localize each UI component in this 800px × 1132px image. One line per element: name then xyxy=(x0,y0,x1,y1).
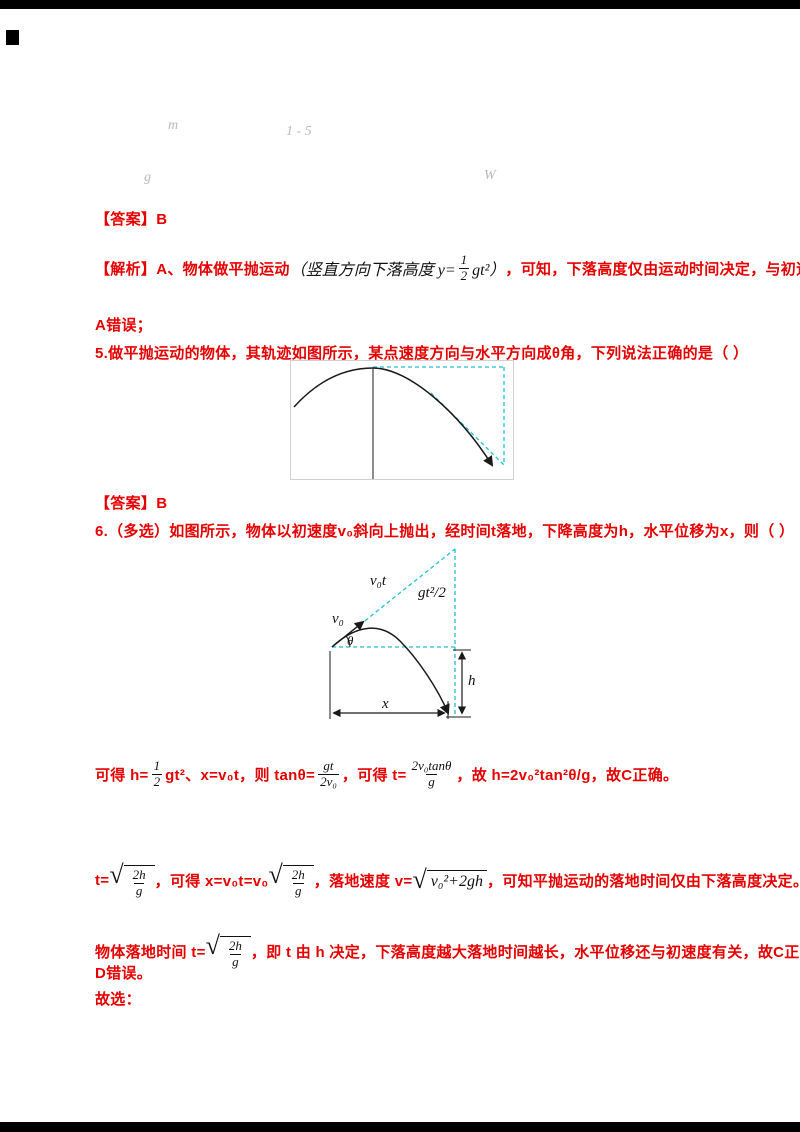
derivation-line-1: 可得 h= 1 2 gt²、x=v₀t，则 tanθ= gt 2v₀ ，可得 t… xyxy=(95,752,678,796)
fraction-2h-g: 2h g xyxy=(290,867,307,898)
label-v0: v₀ xyxy=(332,611,344,627)
derivation-text: ，落地速度 v= xyxy=(313,872,413,890)
figure-projectile-trajectory xyxy=(290,360,514,480)
sqrt-body: v₀²+2gh xyxy=(426,870,487,891)
analysis-text-lead: 【解析】A、物体做平抛运动 xyxy=(95,260,290,278)
problem-5-line: 5.做平抛运动的物体，其轨迹如图所示，某点速度方向与水平方向成θ角，下列说法正确… xyxy=(95,342,748,363)
sqrt-expression: √ 2h g xyxy=(268,860,314,898)
problem-5-text: 5.做平抛运动的物体，其轨迹如图所示，某点速度方向与水平方向成θ角，下列说法正确… xyxy=(95,345,749,362)
answer-line-1: 【答案】B xyxy=(95,208,167,229)
formula-open: （竖直方向下落高度 y= xyxy=(289,262,456,279)
answer-label: 【答案】B xyxy=(95,495,168,512)
derivation-text: ，可得 x=v₀t=v₀ xyxy=(154,872,269,890)
v0-arrow xyxy=(331,620,365,648)
fraction-gt-2v0: gt 2v₀ xyxy=(318,758,339,789)
label-h: h xyxy=(468,673,476,689)
fraction-denominator: g xyxy=(230,953,241,969)
conclusion-text: A错误； xyxy=(95,317,153,334)
derivation-line-3: 物体落地时间 t= √ 2h g ，即 t 由 h 决定，下落高度越大落地时间越… xyxy=(95,933,800,969)
sqrt-body: 2h g xyxy=(123,865,155,898)
sqrt-expression: √ 2h g xyxy=(206,933,251,969)
final-choice-line: 故选： xyxy=(95,988,141,1009)
analysis-conclusion-line: A错误； xyxy=(95,314,152,335)
figure-projectile-diagram: v₀t gt²/2 v₀ θ h x xyxy=(318,543,523,735)
derivation-text: 物体落地时间 t= xyxy=(95,943,206,961)
theta-arc xyxy=(345,635,351,648)
derivation-text: ，即 t 由 h 决定，下落高度越大落地时间越长，水平位移还与初速度有关，故C正… xyxy=(250,943,800,961)
ghost-text-mid: 1 - 5 xyxy=(286,124,312,139)
fraction-denominator: g xyxy=(426,773,437,789)
sqrt-body: 2h g xyxy=(282,865,314,898)
derivation-text: ，故 h=2v₀²tan²θ/g，故C正确。 xyxy=(456,766,679,784)
inline-formula: （竖直方向下落高度 y= 1 2 gt²） xyxy=(289,252,506,283)
ghost-text-g: g xyxy=(144,170,151,185)
conclusion-line-d: D错误。 xyxy=(95,962,152,983)
fraction-numerator: 2h xyxy=(228,938,242,954)
derivation-text: ，可得 t= xyxy=(341,766,407,784)
fraction-2v0tan-g: 2v₀tanθ g xyxy=(410,758,454,789)
label-theta: θ xyxy=(347,633,354,648)
fraction-numerator: 1 xyxy=(460,252,468,268)
answer-line-2: 【答案】B xyxy=(95,492,167,513)
sqrt-sign: √ xyxy=(412,865,427,894)
top-scan-bar xyxy=(0,0,800,9)
fraction-numerator: 2h xyxy=(291,867,305,883)
analysis-text-tail: ，可知，下落高度仅由运动时间决定，与初速度大小无关，故 xyxy=(505,260,800,278)
fraction-numerator: 1 xyxy=(153,758,161,774)
derivation-text: t= xyxy=(95,871,110,889)
derivation-text: gt²、x=v₀t，则 tanθ= xyxy=(165,766,316,784)
bottom-scan-bar xyxy=(0,1122,800,1132)
fraction-denominator: 2 xyxy=(151,773,163,789)
problem-6-line: 6.（多选）如图所示，物体以初速度v₀斜向上抛出，经时间t落地，下降高度为h，水… xyxy=(95,520,794,541)
trajectory-curve xyxy=(293,367,494,467)
sqrt-body: 2h g xyxy=(219,936,251,969)
fraction-numerator: gt xyxy=(323,758,334,774)
conclusion-text: D错误。 xyxy=(95,965,153,982)
derivation-text: 可得 h= xyxy=(95,766,149,784)
fraction-2h-g: 2h g xyxy=(227,938,244,969)
fraction-denominator: 2v₀ xyxy=(318,773,339,789)
analysis-line-1: 【解析】A、物体做平抛运动 （竖直方向下落高度 y= 1 2 gt²） ，可知，… xyxy=(95,248,800,288)
fraction-numerator: 2h xyxy=(132,867,146,883)
sqrt-expression: √ 2h g xyxy=(109,860,155,898)
fraction-2h-g: 2h g xyxy=(131,867,148,898)
sqrt-sign: √ xyxy=(109,860,124,890)
figure-2-svg: v₀t gt²/2 v₀ θ h x xyxy=(329,548,476,719)
ghost-text-m: m xyxy=(168,118,179,133)
answer-label: 【答案】B xyxy=(95,211,168,228)
displacement-dashed-line xyxy=(331,548,456,648)
problem-6-text: 6.（多选）如图所示，物体以初速度v₀斜向上抛出，经时间t落地，下降高度为h，水… xyxy=(95,523,795,540)
figure-1-svg xyxy=(293,366,505,479)
label-x: x xyxy=(381,696,389,712)
derivation-line-2: t= √ 2h g ，可得 x=v₀t=v₀ √ 2h g ，落地速度 v= √… xyxy=(95,856,800,904)
fraction-half: 1 2 xyxy=(151,758,163,789)
sqrt-expression: √ v₀²+2gh xyxy=(412,867,487,893)
fraction-denominator: g xyxy=(133,882,145,898)
sqrt-sign: √ xyxy=(205,931,220,961)
scan-corner-mark xyxy=(6,30,19,45)
sqrt-sign: √ xyxy=(268,860,283,890)
formula-close: gt²） xyxy=(472,262,506,279)
fraction-half: 1 2 xyxy=(458,252,470,283)
fraction-denominator: 2 xyxy=(458,267,470,283)
derivation-text: ，可知平抛运动的落地时间仅由下落高度决定。 xyxy=(486,872,800,890)
ghost-text-w: W xyxy=(484,168,496,183)
final-choice-text: 故选： xyxy=(95,991,141,1008)
fraction-numerator: 2v₀tanθ xyxy=(411,758,452,774)
trajectory-curve xyxy=(331,627,450,715)
label-gt2-over-2: gt²/2 xyxy=(418,585,446,601)
fraction-denominator: g xyxy=(293,882,304,898)
label-v0t: v₀t xyxy=(370,573,387,589)
